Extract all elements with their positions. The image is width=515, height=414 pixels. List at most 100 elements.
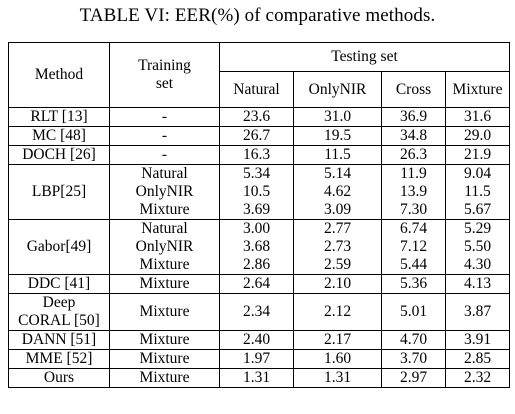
value-cell-natural: 16.3 [219, 145, 294, 165]
eer-value: 31.6 [463, 108, 492, 125]
training-set-value: - [161, 127, 168, 144]
eer-table: Method Training set Testing set Natural … [8, 42, 511, 388]
training-set-value: Mixture [139, 256, 190, 273]
value-cell-cross: 6.74 7.12 5.44 [381, 219, 446, 275]
eer-value: 4.30 [463, 256, 492, 273]
value-cell-mixture: 4.13 [444, 274, 511, 294]
eer-value: 4.70 [399, 331, 428, 348]
value-cell-mixture: 2.32 [444, 368, 511, 388]
method-cell: MC [48] [8, 126, 110, 146]
training-set-cell: - [109, 145, 220, 165]
table-row: Ours Mixture 1.31 1.31 2.97 2.32 [8, 368, 511, 388]
eer-value: 7.12 [399, 238, 428, 255]
table-row: LBP[25] Natural OnlyNIR Mixture 5.34 10.5 3.69… [8, 164, 511, 220]
eer-value: 3.87 [463, 303, 492, 320]
table-row: RLT [13] - 23.6 31.0 36.9 31.6 [8, 107, 511, 127]
eer-value: 3.91 [463, 331, 492, 348]
training-set-value: Mixture [139, 369, 190, 386]
value-cell-natural: 2.64 [219, 274, 294, 294]
eer-value: 3.70 [399, 350, 428, 367]
eer-value: 1.31 [242, 369, 271, 386]
value-cell-cross: 5.36 [381, 274, 446, 294]
eer-value: 2.73 [323, 238, 352, 255]
eer-value: 7.30 [399, 201, 428, 218]
training-set-cell: Mixture [109, 368, 220, 388]
training-set-cell: Mixture [109, 330, 220, 350]
eer-value: 2.85 [463, 350, 492, 367]
header-col-natural: Natural [219, 71, 294, 108]
value-cell-cross: 26.3 [381, 145, 446, 165]
training-set-value: Mixture [139, 350, 190, 367]
eer-value: 2.32 [463, 369, 492, 386]
training-set-cell: - [109, 126, 220, 146]
training-set-cell: Mixture [109, 274, 220, 294]
eer-value: 34.8 [399, 127, 428, 144]
value-cell-natural: 3.00 3.68 2.86 [219, 219, 294, 275]
eer-value: 11.5 [324, 146, 351, 163]
value-cell-cross: 4.70 [381, 330, 446, 350]
eer-value: 1.31 [323, 369, 352, 386]
eer-value: 16.3 [242, 146, 271, 163]
training-set-cell: Mixture [109, 349, 220, 369]
value-cell-cross: 2.97 [381, 368, 446, 388]
eer-value: 2.64 [242, 275, 271, 292]
table-row: DANN [51] Mixture 2.40 2.17 4.70 3.91 [8, 330, 511, 350]
eer-value: 2.34 [242, 303, 271, 320]
eer-value: 5.44 [399, 256, 428, 273]
training-set-value: Natural [141, 220, 188, 237]
value-cell-cross: 3.70 [381, 349, 446, 369]
value-cell-onlynir: 31.0 [293, 107, 382, 127]
method-cell: Ours [8, 368, 110, 388]
value-cell-natural: 5.34 10.5 3.69 [219, 164, 294, 220]
eer-value: 26.3 [399, 146, 428, 163]
eer-value: 2.17 [323, 331, 352, 348]
eer-value: 2.10 [323, 275, 352, 292]
table-row: Gabor[49] Natural OnlyNIR Mixture 3.00 3.68 2.… [8, 219, 511, 275]
eer-value: 2.12 [323, 303, 352, 320]
value-cell-natural: 26.7 [219, 126, 294, 146]
method-cell: DANN [51] [8, 330, 110, 350]
eer-value: 1.60 [323, 350, 352, 367]
eer-value: 5.14 [323, 165, 352, 182]
eer-value: 29.0 [463, 127, 492, 144]
training-set-value: Mixture [139, 201, 190, 218]
value-cell-mixture: 9.04 11.5 5.67 [444, 164, 511, 220]
training-set-value: OnlyNIR [135, 238, 194, 255]
table-caption: TABLE VI: EER(%) of comparative methods. [79, 5, 436, 26]
value-cell-cross: 11.9 13.9 7.30 [381, 164, 446, 220]
value-cell-mixture: 3.87 [444, 293, 511, 331]
eer-value: 2.40 [242, 331, 271, 348]
header-col-mixture: Mixture [444, 71, 511, 108]
eer-value: 2.59 [323, 256, 352, 273]
eer-value: 13.9 [399, 183, 428, 200]
eer-value: 1.97 [242, 350, 271, 367]
method-cell: RLT [13] [8, 107, 110, 127]
eer-value: 3.68 [242, 238, 271, 255]
eer-value: 31.0 [323, 108, 352, 125]
value-cell-cross: 5.01 [381, 293, 446, 331]
eer-value: 4.62 [323, 183, 352, 200]
value-cell-mixture: 5.29 5.50 4.30 [444, 219, 511, 275]
header-training-set: Training set [109, 42, 220, 108]
value-cell-onlynir: 2.12 [293, 293, 382, 331]
eer-value: 11.9 [400, 165, 427, 182]
eer-value: 9.04 [463, 165, 492, 182]
value-cell-onlynir: 1.60 [293, 349, 382, 369]
table-body: RLT [13] - 23.6 31.0 36.9 31.6 MC [48] - 26.7 19.… [8, 107, 511, 388]
header-method: Method [8, 42, 110, 108]
value-cell-natural: 2.40 [219, 330, 294, 350]
training-set-value: Mixture [139, 303, 190, 320]
eer-value: 2.86 [242, 256, 271, 273]
value-cell-onlynir: 2.10 [293, 274, 382, 294]
method-cell: Deep CORAL [50] [8, 293, 110, 331]
training-set-cell: - [109, 107, 220, 127]
eer-value: 5.67 [463, 201, 492, 218]
method-cell: DDC [41] [8, 274, 110, 294]
value-cell-onlynir: 19.5 [293, 126, 382, 146]
training-set-cell: Natural OnlyNIR Mixture [109, 219, 220, 275]
value-cell-natural: 1.31 [219, 368, 294, 388]
value-cell-natural: 23.6 [219, 107, 294, 127]
training-set-value: - [161, 146, 168, 163]
table-row: MME [52] Mixture 1.97 1.60 3.70 2.85 [8, 349, 511, 369]
eer-value: 2.77 [323, 220, 352, 237]
